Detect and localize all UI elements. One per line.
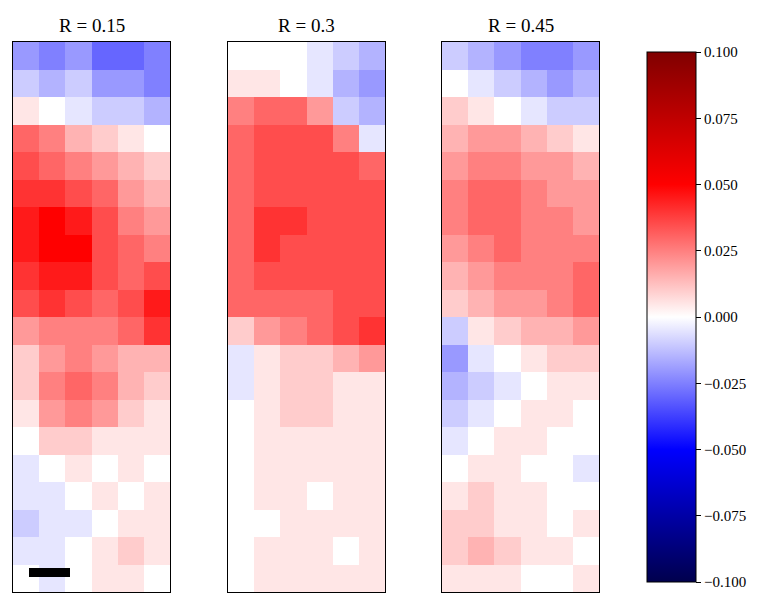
svg-text:0.100: 0.100: [704, 44, 738, 60]
svg-text:−0.100: −0.100: [704, 574, 746, 590]
svg-text:R = 0.45: R = 0.45: [488, 15, 554, 36]
svg-text:0.075: 0.075: [704, 111, 738, 127]
svg-text:0.050: 0.050: [704, 177, 738, 193]
svg-text:−0.025: −0.025: [704, 376, 746, 392]
svg-text:−0.075: −0.075: [704, 508, 746, 524]
svg-text:0.025: 0.025: [704, 243, 738, 259]
svg-text:0.000: 0.000: [704, 309, 738, 325]
svg-text:R = 0.15: R = 0.15: [59, 15, 125, 36]
svg-text:−0.050: −0.050: [704, 442, 746, 458]
svg-text:R = 0.3: R = 0.3: [278, 15, 335, 36]
